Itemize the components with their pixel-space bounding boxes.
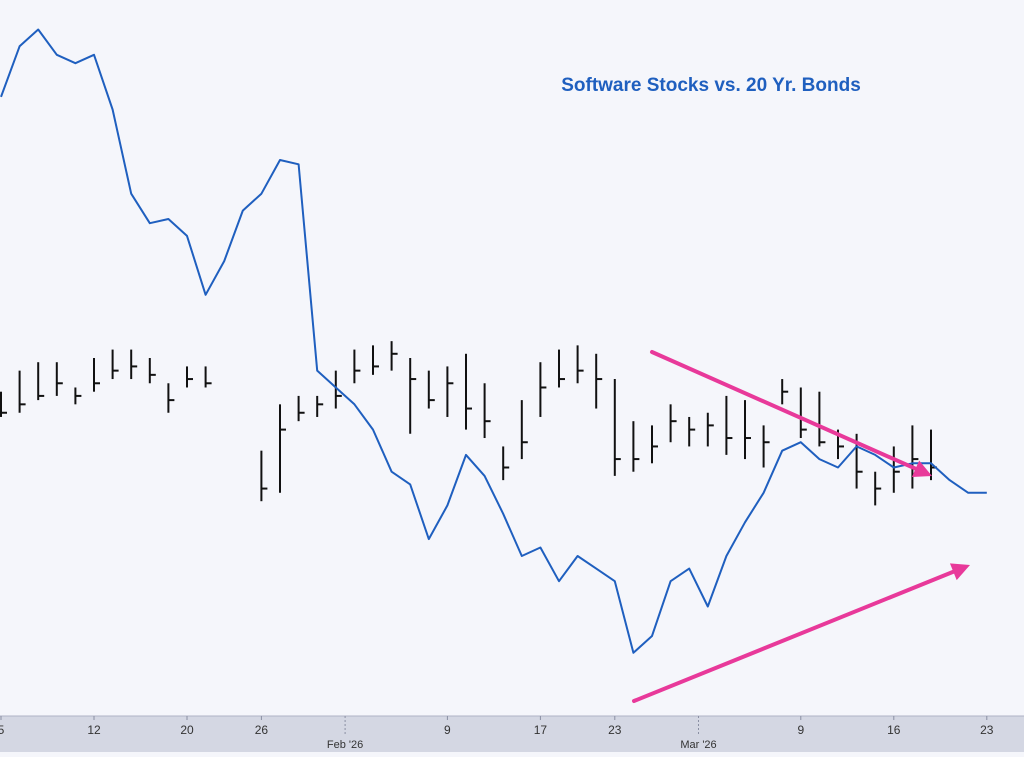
x-tick-label: 17 bbox=[534, 723, 548, 737]
x-tick-label: 12 bbox=[87, 723, 101, 737]
x-tick-label: 5 bbox=[0, 723, 5, 737]
month-label: Feb '26 bbox=[327, 739, 363, 751]
x-tick-label: 26 bbox=[255, 723, 269, 737]
chart-title: Software Stocks vs. 20 Yr. Bonds bbox=[561, 75, 861, 96]
x-tick-label: 9 bbox=[797, 723, 804, 737]
x-tick-label: 20 bbox=[180, 723, 194, 737]
x-tick-label: 16 bbox=[887, 723, 901, 737]
x-tick-label: 23 bbox=[608, 723, 622, 737]
x-tick-label: 23 bbox=[980, 723, 994, 737]
x-tick-label: 9 bbox=[444, 723, 451, 737]
month-label: Mar '26 bbox=[680, 739, 716, 751]
x-axis-band bbox=[0, 716, 1024, 752]
